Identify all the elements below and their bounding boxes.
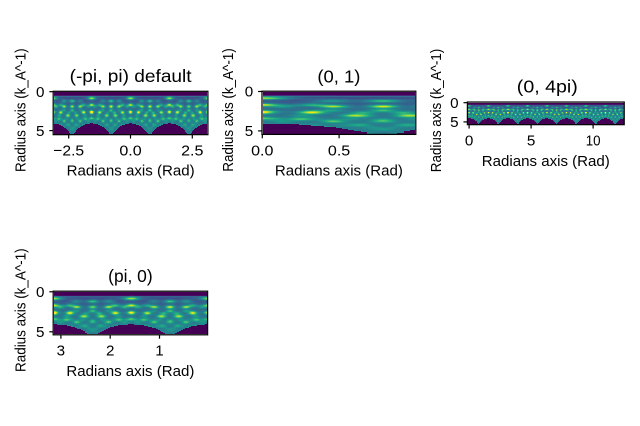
svg-text:(0, 1): (0, 1) (317, 67, 360, 87)
svg-text:Radians axis (Rad): Radians axis (Rad) (66, 363, 194, 380)
svg-text:Radius axis (k_A^-1): Radius axis (k_A^-1) (13, 248, 30, 372)
svg-text:Radians axis (Rad): Radians axis (Rad) (275, 162, 403, 179)
svg-text:Radius axis (k_A^-1): Radius axis (k_A^-1) (428, 49, 445, 173)
svg-text:(0, 4pi): (0, 4pi) (517, 77, 578, 97)
svg-text:(pi, 0): (pi, 0) (108, 266, 153, 286)
svg-text:2: 2 (106, 343, 114, 360)
svg-text:0: 0 (36, 284, 44, 301)
svg-text:3: 3 (57, 343, 65, 360)
svg-text:0: 0 (450, 95, 458, 112)
svg-text:(-pi, pi) default: (-pi, pi) default (70, 66, 192, 86)
svg-text:0: 0 (465, 133, 473, 150)
svg-text:10: 10 (586, 133, 601, 150)
svg-text:Radius axis (k_A^-1): Radius axis (k_A^-1) (13, 48, 30, 172)
svg-text:0: 0 (245, 84, 253, 101)
svg-text:Radians axis (Rad): Radians axis (Rad) (67, 163, 195, 180)
svg-text:0.0: 0.0 (119, 143, 141, 160)
svg-text:Radians axis (Rad): Radians axis (Rad) (482, 153, 610, 170)
svg-text:0: 0 (36, 84, 44, 101)
svg-text:0.0: 0.0 (251, 142, 273, 159)
svg-text:5: 5 (450, 114, 458, 131)
svg-text:2.5: 2.5 (181, 143, 203, 160)
svg-text:−2.5: −2.5 (53, 143, 84, 160)
svg-text:Radius axis (k_A^-1): Radius axis (k_A^-1) (220, 48, 237, 172)
svg-text:5: 5 (36, 324, 44, 341)
svg-text:5: 5 (527, 133, 535, 150)
svg-text:5: 5 (245, 123, 253, 140)
svg-text:5: 5 (36, 123, 44, 140)
svg-text:0.5: 0.5 (328, 142, 350, 159)
svg-text:1: 1 (155, 343, 163, 360)
